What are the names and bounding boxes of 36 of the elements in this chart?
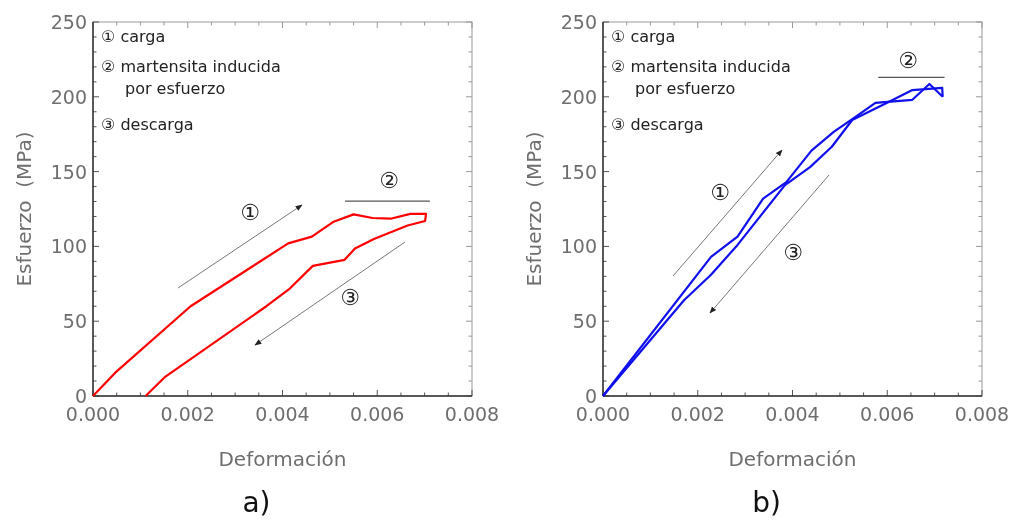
y-tick-label: 100 xyxy=(50,235,87,258)
y-axis-title: Esfuerzo (MPa) xyxy=(12,131,36,287)
annotation: ③ descarga xyxy=(101,115,194,134)
annotation: ① xyxy=(710,180,730,205)
y-tick-label: 200 xyxy=(50,85,87,108)
x-tick-label: 0.004 xyxy=(255,403,310,425)
y-tick-label: 50 xyxy=(572,310,597,333)
annotation: ② martensita inducida por esfuerzo xyxy=(611,57,791,98)
annotation: ① carga xyxy=(611,27,676,46)
y-tick-label: 250 xyxy=(560,11,597,33)
y-tick-label: 100 xyxy=(560,235,597,258)
y-axis-title: Esfuerzo (MPa) xyxy=(522,131,546,287)
y-tick-label: 150 xyxy=(560,160,597,183)
y-tick-label: 200 xyxy=(560,85,597,108)
x-axis-title: Deformación xyxy=(218,447,347,471)
text: a) xyxy=(242,486,271,519)
annotation: ② xyxy=(898,48,918,73)
x-tick-label: 0.006 xyxy=(350,403,405,425)
annotation: ③ xyxy=(783,240,803,265)
text: b) xyxy=(752,486,781,519)
annotation: ② martensita inducida por esfuerzo xyxy=(101,57,281,98)
y-tick-label: 50 xyxy=(62,310,87,333)
x-tick-label: 0.008 xyxy=(444,403,500,425)
y-tick-label: 150 xyxy=(50,160,87,183)
annotation: ① xyxy=(240,200,260,225)
x-tick-label: 0.002 xyxy=(670,403,725,425)
annotation: ① carga xyxy=(101,27,166,46)
annotation: ③ xyxy=(340,285,360,310)
y-tick-label: 250 xyxy=(50,11,87,33)
x-tick-label: 0.008 xyxy=(954,403,1010,425)
annotation: ② xyxy=(379,168,399,193)
x-tick-label: 0.004 xyxy=(765,403,820,425)
x-tick-label: 0.002 xyxy=(160,403,215,425)
x-tick-label: 0.006 xyxy=(860,403,915,425)
x-axis-title: Deformación xyxy=(728,447,857,471)
annotation: ③ descarga xyxy=(611,115,704,134)
